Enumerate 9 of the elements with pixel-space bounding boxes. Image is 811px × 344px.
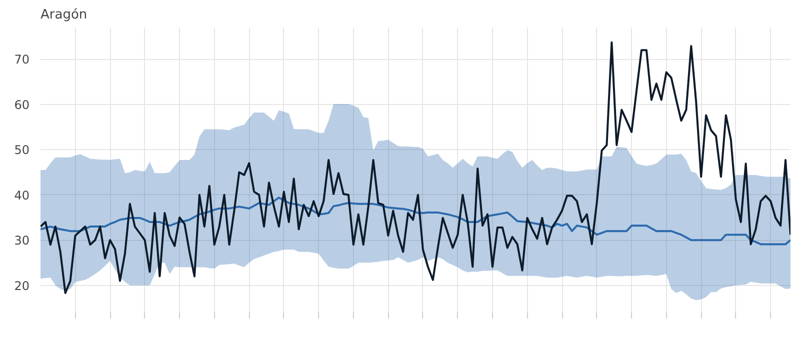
chart-title: Aragón [40, 8, 88, 22]
y-tick-label: 60 [14, 98, 30, 112]
y-tick-label: 50 [14, 143, 30, 158]
y-tick-label: 70 [14, 52, 30, 67]
y-tick-label: 40 [14, 188, 30, 202]
y-tick-label: 30 [14, 234, 30, 248]
line-series [40, 41, 790, 294]
line-series [40, 196, 790, 246]
y-tick-label: 20 [14, 278, 30, 293]
